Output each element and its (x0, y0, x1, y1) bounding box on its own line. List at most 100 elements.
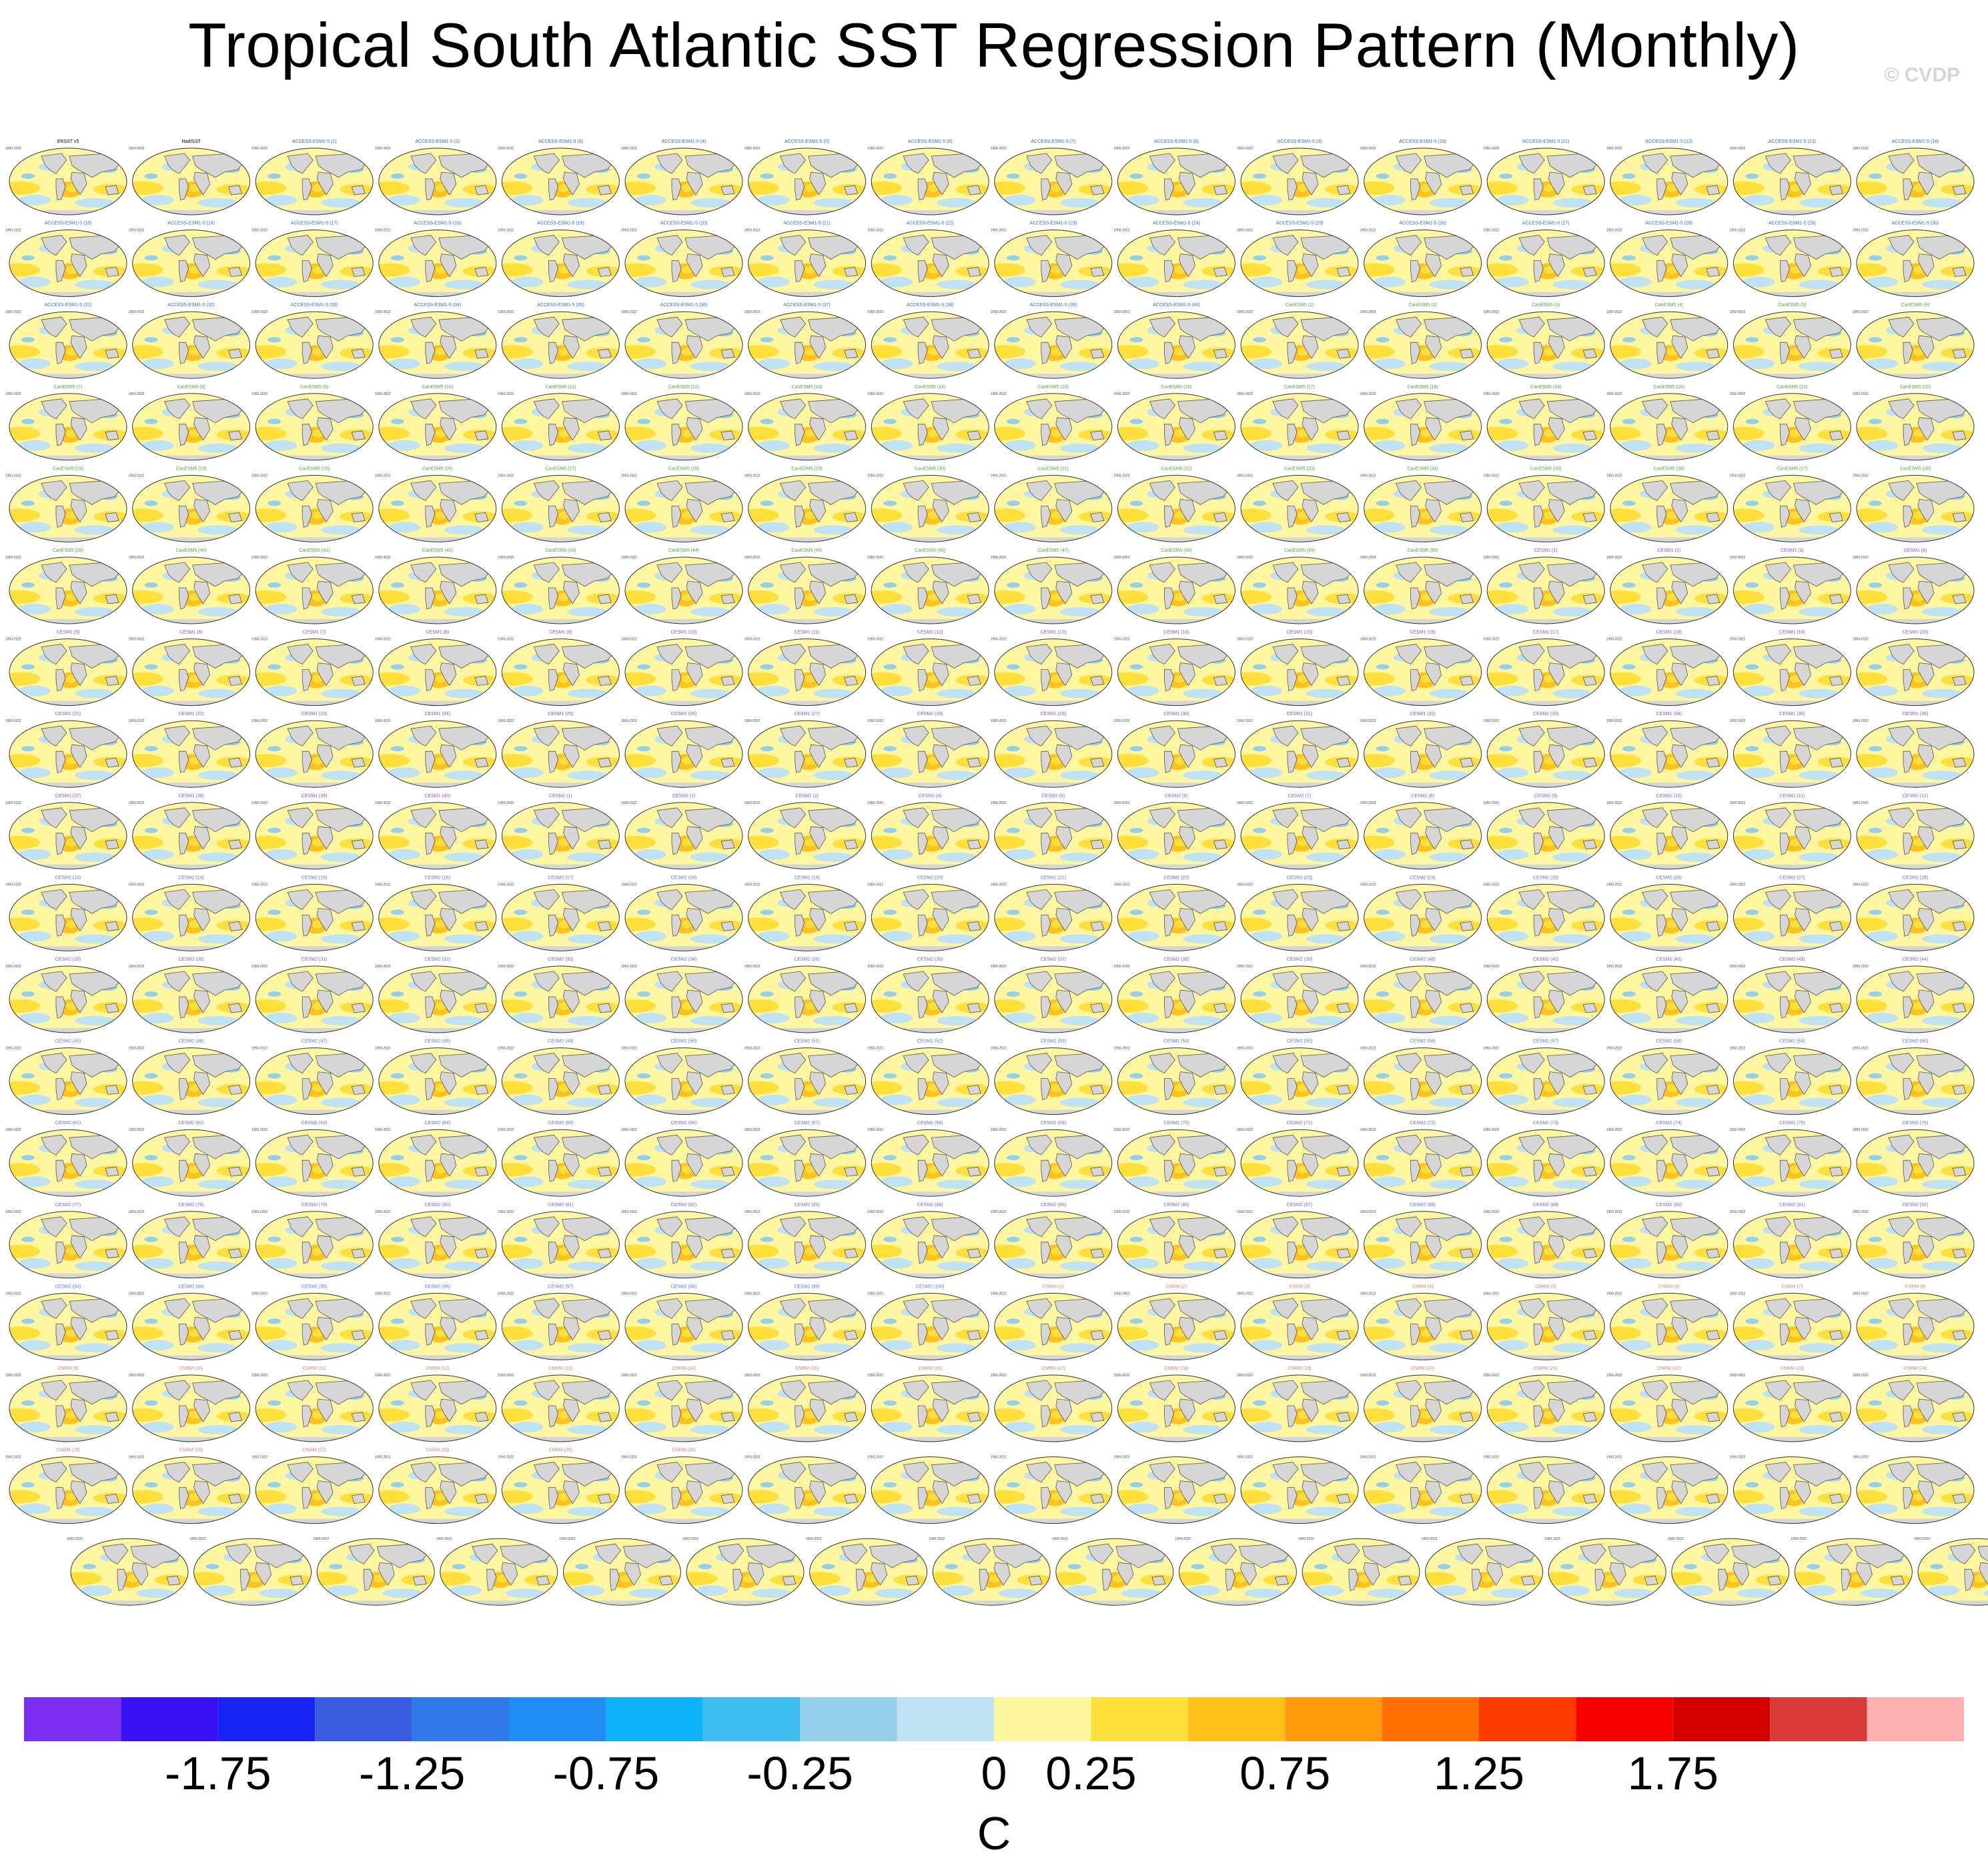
map-panel: CESM2 (3) 1950-2022 (739, 794, 867, 871)
panel-period: 1950-2022 (744, 1374, 761, 1378)
panel-period: 1950-2022 (375, 1128, 391, 1132)
map-panel: CNRM (12) 1950-2022 (370, 1366, 498, 1444)
panel-period: 1950-2022 (5, 474, 21, 478)
colorbar-box (1867, 1697, 1964, 1741)
map-panel: 1950-2022 (1108, 1456, 1236, 1526)
panel-period: 1950-2022 (5, 883, 21, 887)
colorbar (24, 1697, 1964, 1741)
map-panel: CESM1 (13) 1950-2022 (985, 630, 1113, 708)
map-panel: CESM2 (6) 1950-2022 (1108, 794, 1236, 871)
panel-title: CanESM5 (32) (1161, 466, 1191, 471)
panel-title: CESM2 (67) (794, 1121, 820, 1125)
panel-title: CESM2 (65) (548, 1121, 574, 1125)
map-panel: CESM2 (85) 1950-2022 (985, 1203, 1113, 1280)
map-panel: CESM2 (59) 1950-2022 (1724, 1039, 1852, 1117)
panel-title: CESM2 (88) (1410, 1203, 1436, 1208)
panel-title: CESM1 (8) (426, 630, 449, 635)
panel-title: CanESM5 (8) (177, 385, 205, 390)
panel-title: CESM2 (47) (302, 1039, 328, 1044)
map-panel: HadISST 1950-2022 (123, 139, 252, 217)
panel-period: 1950-2022 (744, 1292, 761, 1296)
colorbar-units: C (977, 1807, 1011, 1859)
map-panel: CESM2 (45) 1950-2022 (0, 1039, 128, 1117)
panel-period: 1950-2022 (1606, 556, 1622, 560)
map-panel: 1950-2022 (677, 1537, 805, 1607)
map-panel: CESM1 (4) 1950-2022 (1847, 548, 1975, 626)
map-panel: CNRM (7) 1950-2022 (1724, 1284, 1852, 1362)
map-panel: 1950-2022 (431, 1537, 559, 1607)
map-panel: CESM1 (26) 1950-2022 (616, 712, 744, 789)
panel-title: CESM2 (48) (425, 1039, 451, 1044)
map-panel: 1950-2022 (1847, 1456, 1975, 1526)
panel-period: 1950-2022 (252, 1128, 268, 1132)
panel-period: 1950-2022 (1853, 229, 1869, 233)
panel-period: 1950-2022 (806, 1537, 822, 1541)
panel-title: CanESM5 (40) (175, 548, 206, 553)
panel-period: 1950-2022 (375, 719, 391, 723)
panel-period: 1950-2022 (744, 474, 761, 478)
map-panel: CESM1 (22) 1950-2022 (123, 712, 252, 789)
map-panel: CESM1 (7) 1950-2022 (246, 630, 374, 708)
panel-period: 1950-2022 (129, 1128, 145, 1132)
map-panel: CESM2 (41) 1950-2022 (1478, 957, 1606, 1035)
panel-title: CESM2 (79) (302, 1203, 328, 1208)
panel-title: CNRM (14) (672, 1366, 695, 1371)
panel-period: 1950-2022 (1483, 1456, 1499, 1460)
map-panel: 1950-2022 (1539, 1537, 1667, 1607)
panel-title: CESM2 (11) (1779, 794, 1805, 799)
panel-period: 1950-2022 (5, 556, 21, 560)
panel-period: 1950-2022 (375, 310, 391, 314)
panel-period: 1950-2022 (991, 638, 1007, 642)
map-panel: CESM1 (25) 1950-2022 (492, 712, 620, 789)
panel-title: CESM1 (28) (917, 712, 943, 717)
panel-title: CESM2 (91) (1779, 1203, 1805, 1208)
panel-period: 1950-2022 (1422, 1537, 1438, 1541)
panel-title: CESM1 (22) (178, 712, 204, 717)
panel-title: CanESM5 (31) (1038, 466, 1069, 471)
map-panel: CESM1 (3) 1950-2022 (1724, 548, 1852, 626)
panel-title: CESM1 (34) (1656, 712, 1682, 717)
panel-period: 1950-2022 (1360, 719, 1376, 723)
panel-title: CESM1 (1) (1534, 548, 1558, 553)
panel-title: CNRM (19) (1288, 1366, 1311, 1371)
map-panel: CESM1 (31) 1950-2022 (1231, 712, 1360, 789)
map-panel: CESM2 (66) 1950-2022 (616, 1121, 744, 1198)
map-panel: CESM2 (21) 1950-2022 (985, 875, 1113, 953)
panel-title: CESM2 (90) (1656, 1203, 1682, 1208)
panel-period: 1950-2022 (929, 1537, 945, 1541)
panel-title: CNRM (21) (1534, 1366, 1558, 1371)
map-panel: CESM2 (46) 1950-2022 (123, 1039, 252, 1117)
map-panel: CanESM5 (32) 1950-2022 (1108, 466, 1236, 544)
map-panel: CanESM5 (45) 1950-2022 (739, 548, 867, 626)
panel-title: CESM2 (14) (178, 875, 204, 880)
panel-period: 1950-2022 (621, 1374, 637, 1378)
panel-period: 1950-2022 (1914, 1537, 1930, 1541)
map-panel: CESM2 (50) 1950-2022 (616, 1039, 744, 1117)
panel-period: 1950-2022 (1483, 965, 1499, 969)
map-panel: ACCESS-ESM1-5 (11) 1950-2022 (1478, 139, 1606, 217)
panel-period: 1950-2022 (621, 1128, 637, 1132)
map-panel: ACCESS-ESM1-5 (17) 1950-2022 (246, 221, 374, 299)
colorbar-box (412, 1697, 509, 1741)
map-panel: CESM2 (88) 1950-2022 (1355, 1203, 1483, 1280)
panel-period: 1950-2022 (1113, 556, 1129, 560)
panel-period: 1950-2022 (1606, 883, 1622, 887)
panel-title: CanESM5 (5) (1778, 303, 1806, 308)
panel-title: CNRM (2) (1166, 1284, 1187, 1289)
map-panel: CanESM5 (40) 1950-2022 (123, 548, 252, 626)
map-panel: CESM2 (9) 1950-2022 (1478, 794, 1606, 871)
panel-title: CESM2 (40) (1410, 957, 1436, 962)
panel-title: CESM2 (17) (548, 875, 574, 880)
panel-period: 1950-2022 (1360, 229, 1376, 233)
map-panel: CESM2 (65) 1950-2022 (492, 1121, 620, 1198)
panel-title: CESM2 (69) (1041, 1121, 1067, 1125)
map-panel: CNRM (20) 1950-2022 (1355, 1366, 1483, 1444)
map-panel: CNRM (24) 1950-2022 (1847, 1366, 1975, 1444)
panel-title: CESM2 (66) (671, 1121, 697, 1125)
panel-title: CESM2 (100) (916, 1284, 944, 1289)
map-panel: CESM1 (2) 1950-2022 (1601, 548, 1729, 626)
map-panel: CanESM5 (47) 1950-2022 (985, 548, 1113, 626)
panel-title: CESM2 (20) (917, 875, 943, 880)
panel-period: 1950-2022 (744, 392, 761, 396)
panel-title: CESM1 (19) (1779, 630, 1805, 635)
